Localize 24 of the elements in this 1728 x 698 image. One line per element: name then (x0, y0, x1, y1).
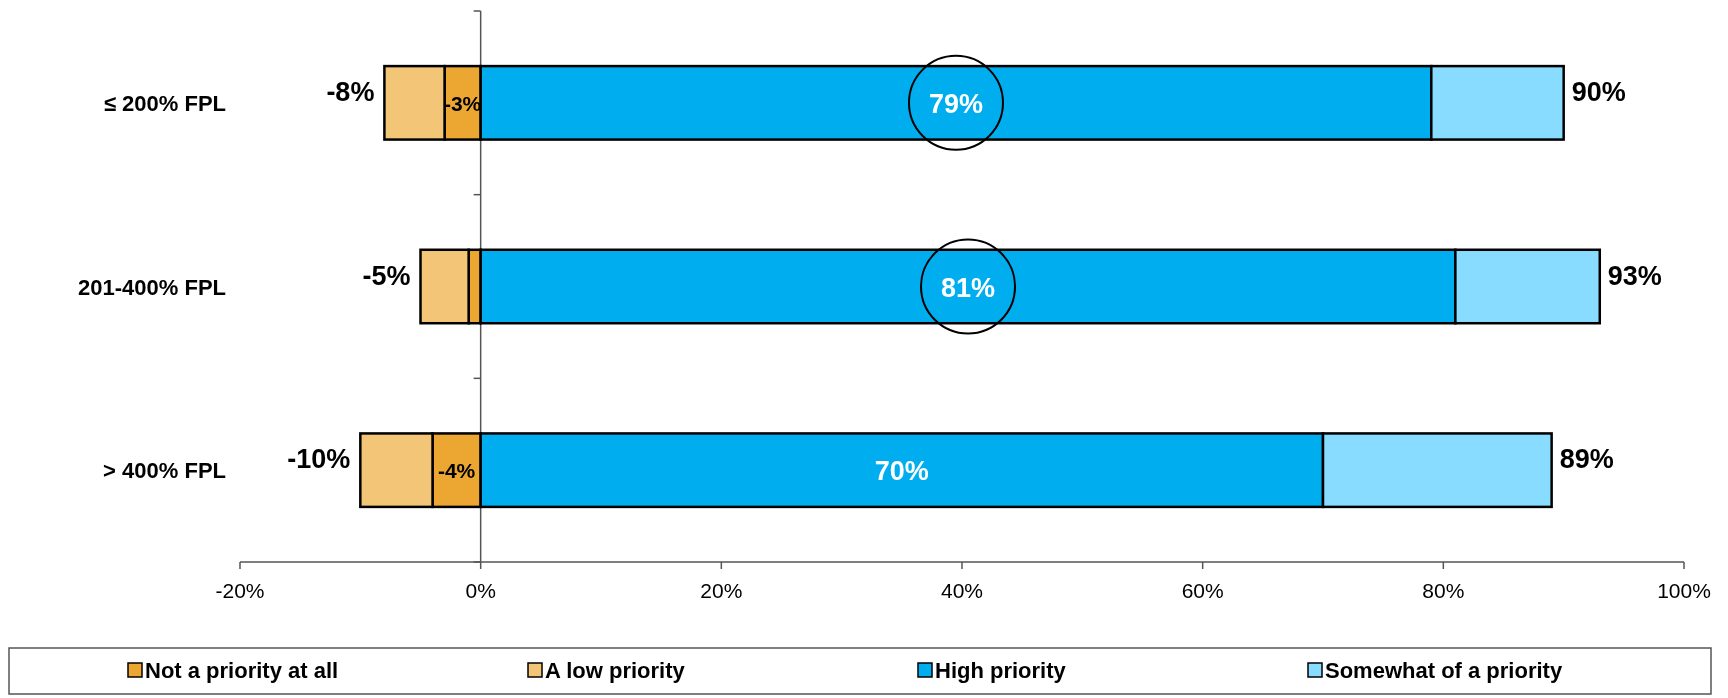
x-tick-label: 100% (1657, 579, 1711, 602)
data-label: 70% (874, 456, 929, 487)
legend-label: A low priority (545, 658, 686, 683)
legend-label: Not a priority at all (145, 658, 339, 683)
annotation: -10% (287, 444, 351, 475)
x-tick-label: 60% (1181, 579, 1224, 602)
x-tick-label: 40% (940, 579, 984, 602)
data-label: -4% (437, 459, 476, 483)
data-label: 81% (940, 272, 996, 303)
annotation: 93% (1607, 260, 1662, 291)
y-tick-label: 201-400% FPL (78, 274, 226, 300)
annotation: 89% (1559, 444, 1614, 475)
legend-label: Somewhat of a priority (1325, 658, 1563, 683)
x-tick-label: 80% (1422, 579, 1465, 602)
x-tick-label: 0% (465, 579, 496, 602)
legend-label: High priority (935, 658, 1067, 683)
x-tick-label: -20% (215, 579, 265, 602)
data-label: 79% (928, 88, 984, 119)
annotation: -8% (326, 76, 375, 107)
annotation: 90% (1571, 76, 1626, 107)
annotation: -5% (362, 260, 411, 291)
x-tick-label: 20% (700, 579, 743, 602)
y-tick-label: > 400% FPL (103, 458, 226, 484)
y-tick-label: ≤ 200% FPL (103, 90, 226, 116)
